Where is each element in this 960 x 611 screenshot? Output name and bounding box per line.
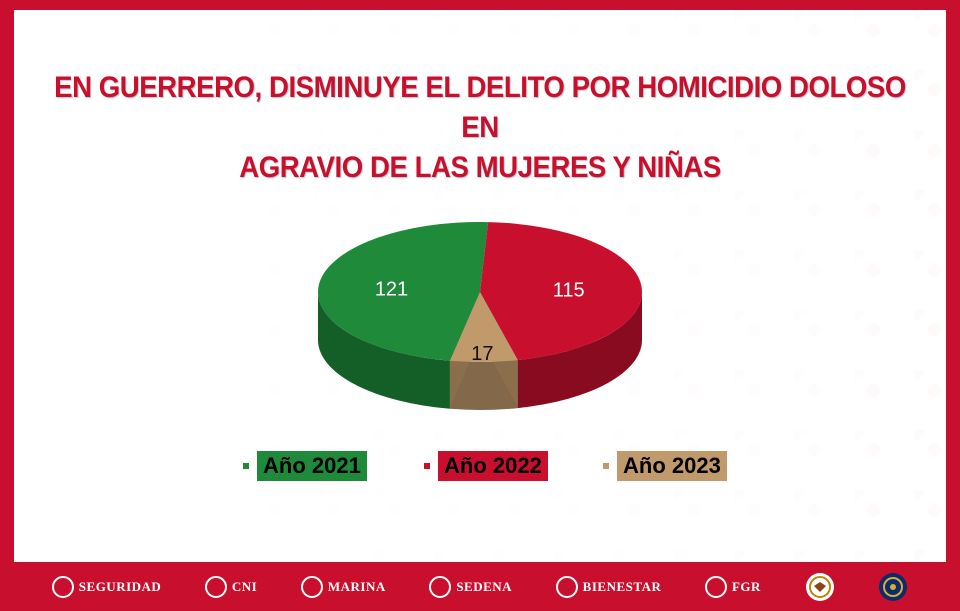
badge-emblem-icon xyxy=(879,572,908,601)
chart-title: EN GUERRERO, DISMINUYE EL DELITO POR HOM… xyxy=(38,68,921,188)
seal-icon xyxy=(704,575,727,598)
data-label-2: 17 xyxy=(471,343,493,365)
footer-logo-cni: CNI xyxy=(204,575,257,598)
institution-footer: SEGURIDAD CNI MARINA SEDENA BIENESTAR FG… xyxy=(0,562,960,611)
seal-icon xyxy=(429,575,452,598)
footer-emblem-guard xyxy=(878,572,908,602)
seal-icon xyxy=(555,575,578,598)
legend-marker-2 xyxy=(603,463,609,469)
legend-item-2: Año 2023 xyxy=(603,451,727,481)
pie-slice-ano-2022 xyxy=(480,222,642,361)
legend-label-2: Año 2023 xyxy=(617,451,727,481)
seal-icon xyxy=(204,575,227,598)
chart-legend: Año 2021 Año 2022 Año 2023 xyxy=(0,451,960,485)
title-line-1: EN GUERRERO, DISMINUYE EL DELITO POR HOM… xyxy=(54,71,906,144)
seal-icon xyxy=(300,575,323,598)
legend-item-0: Año 2021 xyxy=(243,451,367,481)
pie-slice-ano-2023 xyxy=(449,292,518,362)
pie-slice-ano-2021 xyxy=(318,221,489,361)
eagle-emblem-icon xyxy=(805,572,834,601)
footer-logo-seguridad: SEGURIDAD xyxy=(51,575,162,598)
legend-label-1: Año 2022 xyxy=(438,451,548,481)
footer-logo-marina: MARINA xyxy=(300,575,386,598)
data-label-0: 121 xyxy=(375,279,408,301)
seal-icon xyxy=(51,575,74,598)
title-line-2: AGRAVIO DE LAS MUJERES Y NIÑAS xyxy=(239,151,721,184)
footer-logo-fgr: FGR xyxy=(704,575,761,598)
legend-marker-1 xyxy=(424,463,430,469)
legend-marker-0 xyxy=(243,463,249,469)
data-label-1: 115 xyxy=(553,279,585,301)
footer-logo-bienestar: BIENESTAR xyxy=(555,575,662,598)
footer-emblem-eagle xyxy=(805,572,835,602)
pie-side-1 xyxy=(517,292,642,409)
footer-logo-sedena: SEDENA xyxy=(429,575,512,598)
legend-item-1: Año 2022 xyxy=(424,451,548,481)
pie-side-0 xyxy=(318,292,450,409)
legend-label-0: Año 2021 xyxy=(257,451,367,481)
